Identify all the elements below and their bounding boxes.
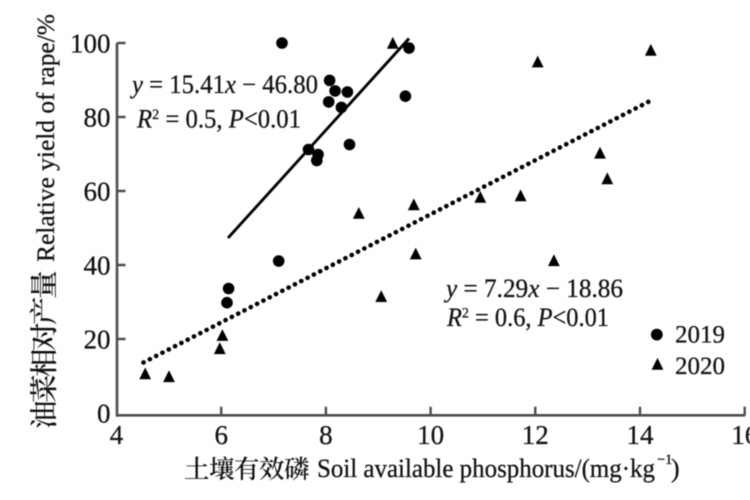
- svg-text:6: 6: [214, 420, 228, 450]
- svg-text:40: 40: [84, 250, 111, 280]
- svg-text:): ): [671, 454, 680, 483]
- svg-text:0: 0: [97, 398, 111, 428]
- svg-text:12: 12: [522, 420, 549, 450]
- svg-text:Relative yield of rape/%: Relative yield of rape/%: [33, 14, 60, 262]
- svg-text:80: 80: [84, 102, 111, 132]
- svg-text:2020: 2020: [675, 353, 725, 380]
- svg-text:14: 14: [627, 420, 655, 450]
- svg-text:y = 15.41x − 46.80: y = 15.41x − 46.80: [129, 70, 318, 99]
- svg-text:R2 = 0.6, P<0.01: R2 = 0.6, P<0.01: [446, 303, 609, 332]
- svg-text:8: 8: [319, 420, 333, 450]
- svg-text:60: 60: [84, 176, 111, 206]
- svg-text:100: 100: [70, 28, 111, 58]
- svg-text:10: 10: [417, 420, 444, 450]
- svg-text:4: 4: [110, 420, 124, 450]
- svg-text:R2 = 0.5, P<0.01: R2 = 0.5, P<0.01: [136, 105, 301, 134]
- svg-text:20: 20: [84, 324, 111, 354]
- svg-text:y = 7.29x − 18.86: y = 7.29x − 18.86: [443, 274, 623, 303]
- svg-text:−1: −1: [657, 452, 672, 468]
- svg-text:16: 16: [731, 420, 750, 450]
- svg-text:Soil available phosphorus/(mg·: Soil available phosphorus/(mg·kg: [317, 454, 655, 483]
- svg-text:2019: 2019: [675, 322, 725, 349]
